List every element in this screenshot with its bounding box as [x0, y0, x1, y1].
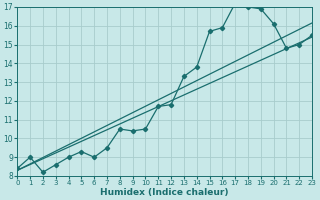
X-axis label: Humidex (Indice chaleur): Humidex (Indice chaleur) — [100, 188, 229, 197]
